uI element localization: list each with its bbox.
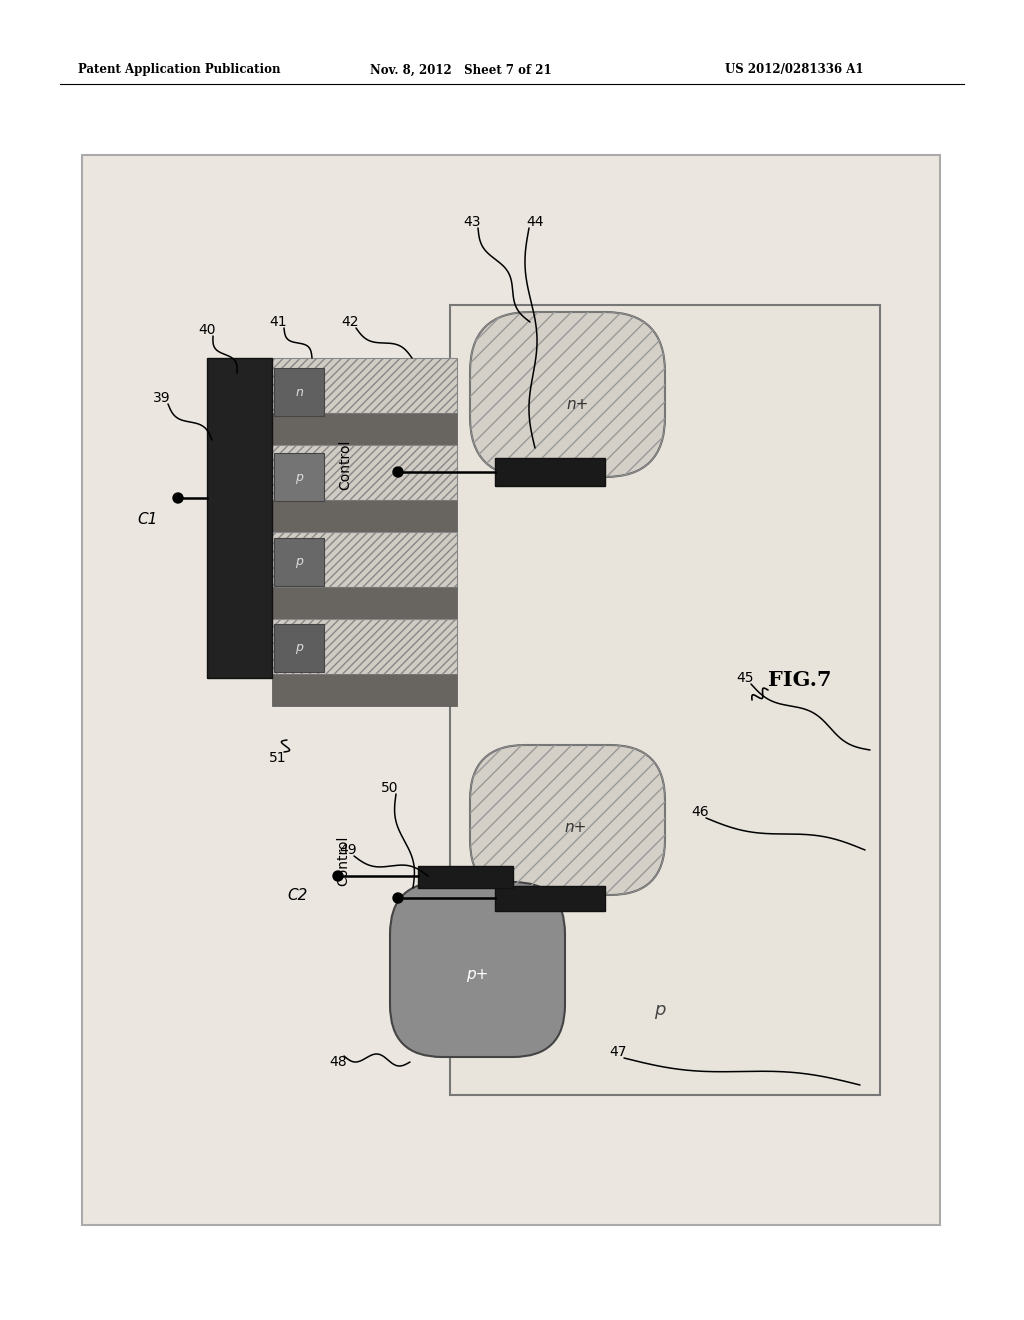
Text: p: p: [654, 1001, 666, 1019]
Text: 42: 42: [341, 315, 358, 329]
Text: Control: Control: [338, 440, 352, 490]
Bar: [274, 624, 324, 672]
Bar: [82, 154, 940, 1225]
Bar: [272, 445, 457, 500]
Bar: [495, 458, 605, 486]
Text: p: p: [295, 470, 303, 483]
Text: 49: 49: [339, 843, 356, 857]
FancyBboxPatch shape: [470, 744, 665, 895]
Bar: [272, 587, 457, 619]
Bar: [272, 619, 457, 675]
Bar: [272, 445, 457, 500]
Text: FIG.7: FIG.7: [768, 671, 831, 690]
Text: 40: 40: [199, 323, 216, 337]
Bar: [274, 368, 324, 416]
Text: 46: 46: [691, 805, 709, 818]
Bar: [450, 305, 880, 1096]
Text: n: n: [295, 385, 303, 399]
Bar: [272, 500, 457, 532]
Text: Patent Application Publication: Patent Application Publication: [78, 63, 281, 77]
Circle shape: [393, 894, 403, 903]
Text: C2: C2: [288, 887, 308, 903]
Text: US 2012/0281336 A1: US 2012/0281336 A1: [725, 63, 863, 77]
Bar: [272, 619, 457, 675]
Text: 48: 48: [329, 1055, 347, 1069]
Text: p: p: [295, 642, 303, 655]
Bar: [207, 358, 272, 678]
Text: n+: n+: [564, 821, 587, 836]
Circle shape: [173, 492, 183, 503]
Text: n+: n+: [566, 397, 589, 412]
Bar: [272, 358, 457, 413]
Text: p+: p+: [466, 968, 488, 982]
Text: 45: 45: [736, 671, 754, 685]
Text: Nov. 8, 2012   Sheet 7 of 21: Nov. 8, 2012 Sheet 7 of 21: [370, 63, 552, 77]
Circle shape: [393, 467, 403, 477]
Bar: [495, 886, 605, 911]
Text: 51: 51: [269, 751, 287, 766]
Bar: [272, 675, 457, 706]
Circle shape: [333, 871, 343, 880]
Text: 43: 43: [463, 215, 480, 228]
Bar: [272, 358, 457, 413]
FancyBboxPatch shape: [470, 312, 665, 477]
Text: Control: Control: [336, 836, 350, 886]
Bar: [274, 453, 324, 502]
Text: 41: 41: [269, 315, 287, 329]
Text: p: p: [295, 556, 303, 569]
Bar: [418, 866, 513, 888]
Text: 47: 47: [609, 1045, 627, 1059]
Bar: [272, 532, 457, 587]
Text: C1: C1: [138, 512, 158, 528]
Bar: [272, 532, 457, 587]
FancyBboxPatch shape: [390, 882, 565, 1057]
Bar: [274, 539, 324, 586]
Text: 39: 39: [154, 391, 171, 405]
Bar: [272, 413, 457, 445]
Text: 44: 44: [526, 215, 544, 228]
Text: 50: 50: [381, 781, 398, 795]
